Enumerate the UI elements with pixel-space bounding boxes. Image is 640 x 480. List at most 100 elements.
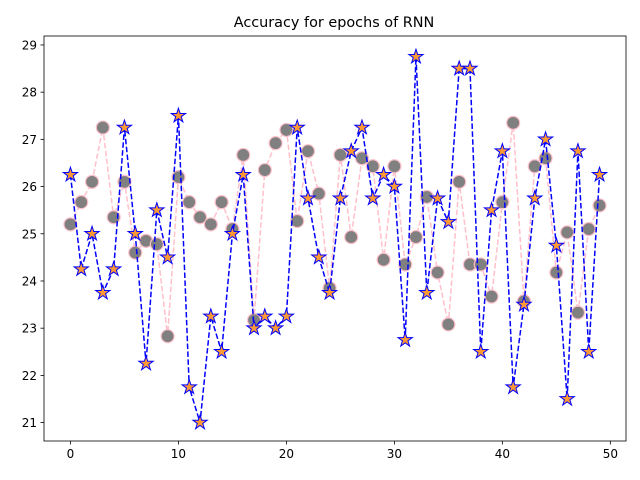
series-2-point (333, 147, 348, 163)
y-tick-label: 23 (22, 322, 37, 336)
series-2-point (560, 225, 575, 240)
series-2-point (408, 229, 424, 245)
series-2-point (581, 221, 596, 237)
series-2-point (452, 174, 467, 189)
x-tick-label: 50 (603, 447, 618, 461)
series-1-point (364, 189, 382, 206)
series-2-point (344, 229, 359, 245)
series-1-point (137, 354, 155, 371)
series-2-point (570, 305, 586, 320)
series-1-point (439, 212, 458, 230)
series-2-point (128, 245, 143, 260)
series-1-point (158, 248, 177, 265)
chart-title: Accuracy for epochs of RNN (234, 15, 435, 31)
series-2-line (69, 122, 601, 337)
series-1-point (461, 59, 479, 76)
series-1-point (418, 283, 436, 301)
series-1-point (310, 248, 328, 265)
series-1-point (169, 106, 188, 124)
series-2-point (106, 210, 121, 225)
series-1-point (320, 283, 339, 301)
series-1-point (94, 283, 112, 301)
series-1-point (482, 201, 501, 218)
series-1-point (558, 389, 576, 407)
series-1-point (115, 118, 134, 135)
x-tick-label: 10 (171, 447, 186, 461)
x-tick-label: 30 (387, 447, 402, 461)
y-tick-label: 26 (22, 180, 37, 194)
series-1-point (374, 165, 393, 183)
plot-frame (43, 35, 627, 442)
series-2-point (192, 210, 208, 225)
series-1-point (266, 319, 285, 336)
series-1-point (180, 378, 198, 395)
series-1-point (288, 118, 306, 135)
series-2-point (592, 198, 607, 213)
series-2-point (290, 213, 305, 229)
y-tick-label: 24 (22, 274, 37, 288)
series-layer (61, 47, 609, 430)
series-2-point (495, 195, 510, 210)
series-1-point (256, 307, 274, 324)
series-2-point (430, 265, 445, 280)
series-2-point (473, 257, 488, 272)
x-tick-label: 40 (495, 447, 510, 461)
series-2-point (74, 195, 89, 210)
series-1-point (72, 260, 90, 277)
x-tick-label: 0 (67, 447, 75, 461)
series-2-point (160, 329, 175, 344)
series-1-point (61, 165, 80, 183)
y-tick-label: 21 (22, 416, 37, 430)
series-1-point (407, 47, 425, 65)
series-2-point (149, 237, 164, 252)
series-1-point (504, 378, 522, 395)
series-1-point (212, 342, 231, 360)
series-1-point (472, 342, 490, 360)
series-2-point (549, 265, 564, 280)
y-tick-label: 28 (22, 86, 37, 100)
series-1-point (342, 142, 360, 159)
series-2-point (203, 217, 218, 232)
y-tick-label: 29 (22, 38, 37, 52)
y-tick-label: 27 (22, 133, 37, 147)
series-1-point (526, 189, 544, 206)
series-1-point (515, 295, 533, 312)
series-2-point (268, 136, 283, 151)
series-1-point (547, 236, 566, 253)
series-2-point (279, 122, 294, 138)
y-tick-label: 25 (22, 227, 37, 241)
series-1 (61, 47, 609, 430)
series-2-point (63, 217, 78, 232)
axes-layer: 0 10 20 30 40 50 21 22 23 24 25 26 27 28 29 (22, 35, 627, 461)
series-1-point (580, 342, 598, 360)
series-1-point (104, 260, 123, 277)
series-1-point (202, 307, 220, 324)
series-1-point (148, 201, 166, 218)
y-tick-label: 22 (22, 369, 37, 383)
series-2-point (95, 120, 110, 135)
series-2-point (441, 317, 456, 332)
series-1-point (277, 307, 296, 324)
series-1-point (428, 189, 447, 206)
series-1-point (223, 224, 242, 242)
series-1-point (353, 118, 371, 135)
series-1-point (590, 165, 609, 183)
series-1-point (245, 319, 263, 336)
series-2 (63, 115, 607, 344)
series-2-point (365, 159, 380, 174)
series-2-point (484, 289, 499, 304)
series-1-point (126, 224, 144, 242)
series-1-point (191, 413, 209, 430)
series-2-point (257, 162, 272, 178)
series-1-point (83, 224, 101, 242)
series-2-point (506, 115, 521, 130)
series-2-point (84, 174, 100, 189)
series-1-point (493, 142, 512, 159)
series-2-point (387, 159, 402, 174)
x-tick-label: 20 (279, 447, 294, 461)
series-2-point (236, 147, 251, 163)
series-2-point (300, 144, 316, 159)
series-1-line (69, 56, 601, 423)
